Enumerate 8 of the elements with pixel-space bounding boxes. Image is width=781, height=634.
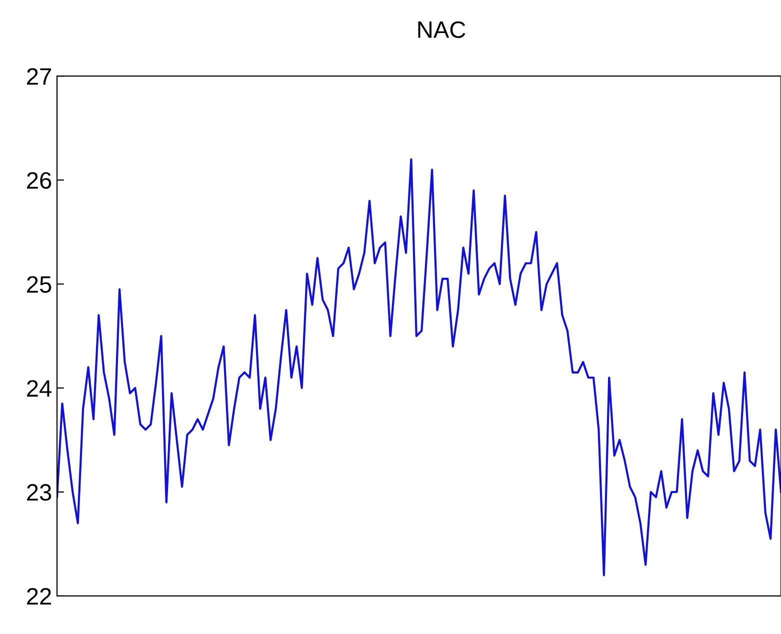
y-tick-label: 24 — [27, 380, 52, 397]
chart-title: NAC — [418, 21, 466, 38]
line-series — [57, 158, 781, 576]
y-tick-label: 23 — [27, 484, 52, 501]
y-tick-label: 26 — [27, 172, 52, 189]
y-tick-label: 25 — [27, 276, 52, 293]
y-tick-label: 22 — [27, 588, 51, 605]
y-tick-label: 27 — [27, 68, 51, 85]
